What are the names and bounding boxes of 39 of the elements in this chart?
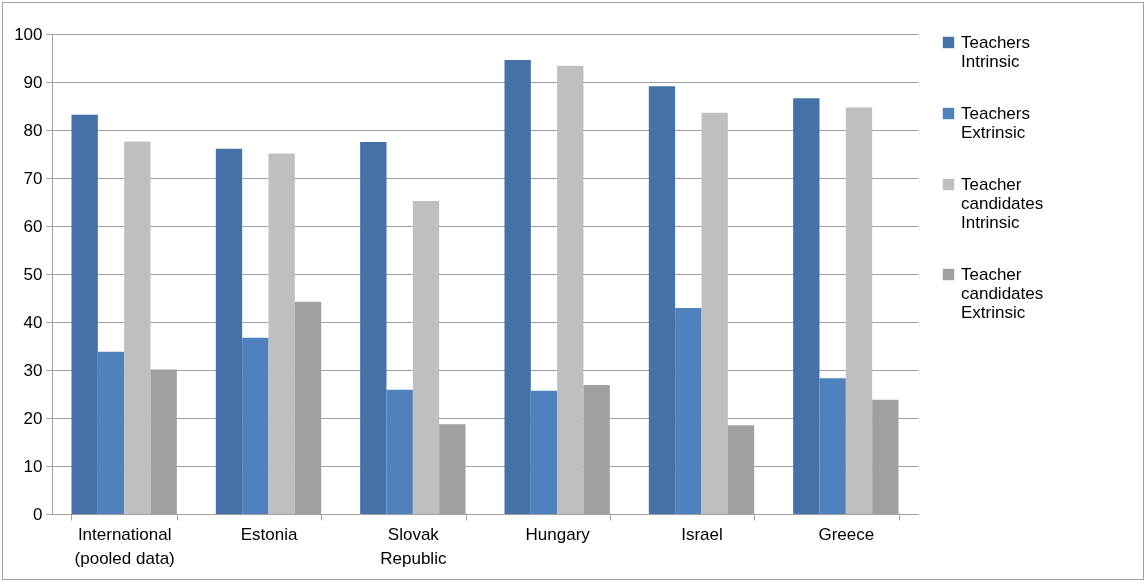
y-tick-label: 70 [23, 168, 43, 188]
x-tick-label: Estonia [240, 524, 298, 544]
bar [675, 308, 702, 514]
legend-label: Teacher candidates Extrinsic [961, 264, 1044, 322]
bar [268, 153, 295, 514]
x-tick-label: Slovak Republic [380, 524, 447, 568]
bar [412, 201, 440, 514]
y-tick-label: 60 [23, 216, 43, 236]
legend-label: Teachers Extrinsic [961, 103, 1030, 142]
x-tick-label: Israel [681, 524, 723, 544]
bar [71, 114, 98, 514]
bar [97, 351, 125, 514]
y-tick-label: 90 [23, 72, 43, 92]
bar [386, 389, 413, 514]
y-tick-label: 40 [23, 312, 43, 332]
bar [215, 148, 243, 514]
bar [360, 142, 387, 514]
bar [530, 390, 558, 514]
x-tick-label: International (pooled data) [74, 524, 175, 568]
y-tick-label: 10 [23, 456, 43, 476]
bar [242, 337, 269, 514]
bar [648, 86, 676, 514]
x-tick-label: Greece [818, 524, 875, 544]
y-tick-label: 50 [23, 264, 43, 284]
legend-label: Teacher candidates Intrinsic [961, 174, 1044, 232]
bar [557, 65, 584, 514]
bar [124, 141, 151, 514]
legend-label: Teachers Intrinsic [961, 32, 1030, 71]
bar [701, 112, 728, 514]
bar [819, 378, 846, 514]
bar [793, 98, 820, 514]
y-tick-label: 30 [23, 360, 43, 380]
y-tick-label: 80 [23, 120, 43, 140]
bar [504, 59, 531, 514]
y-tick-label: 100 [14, 24, 43, 44]
bar [845, 107, 873, 514]
y-tick-label: 20 [23, 408, 43, 428]
x-tick-label: Hungary [525, 524, 591, 544]
y-tick-label: 0 [33, 504, 43, 524]
